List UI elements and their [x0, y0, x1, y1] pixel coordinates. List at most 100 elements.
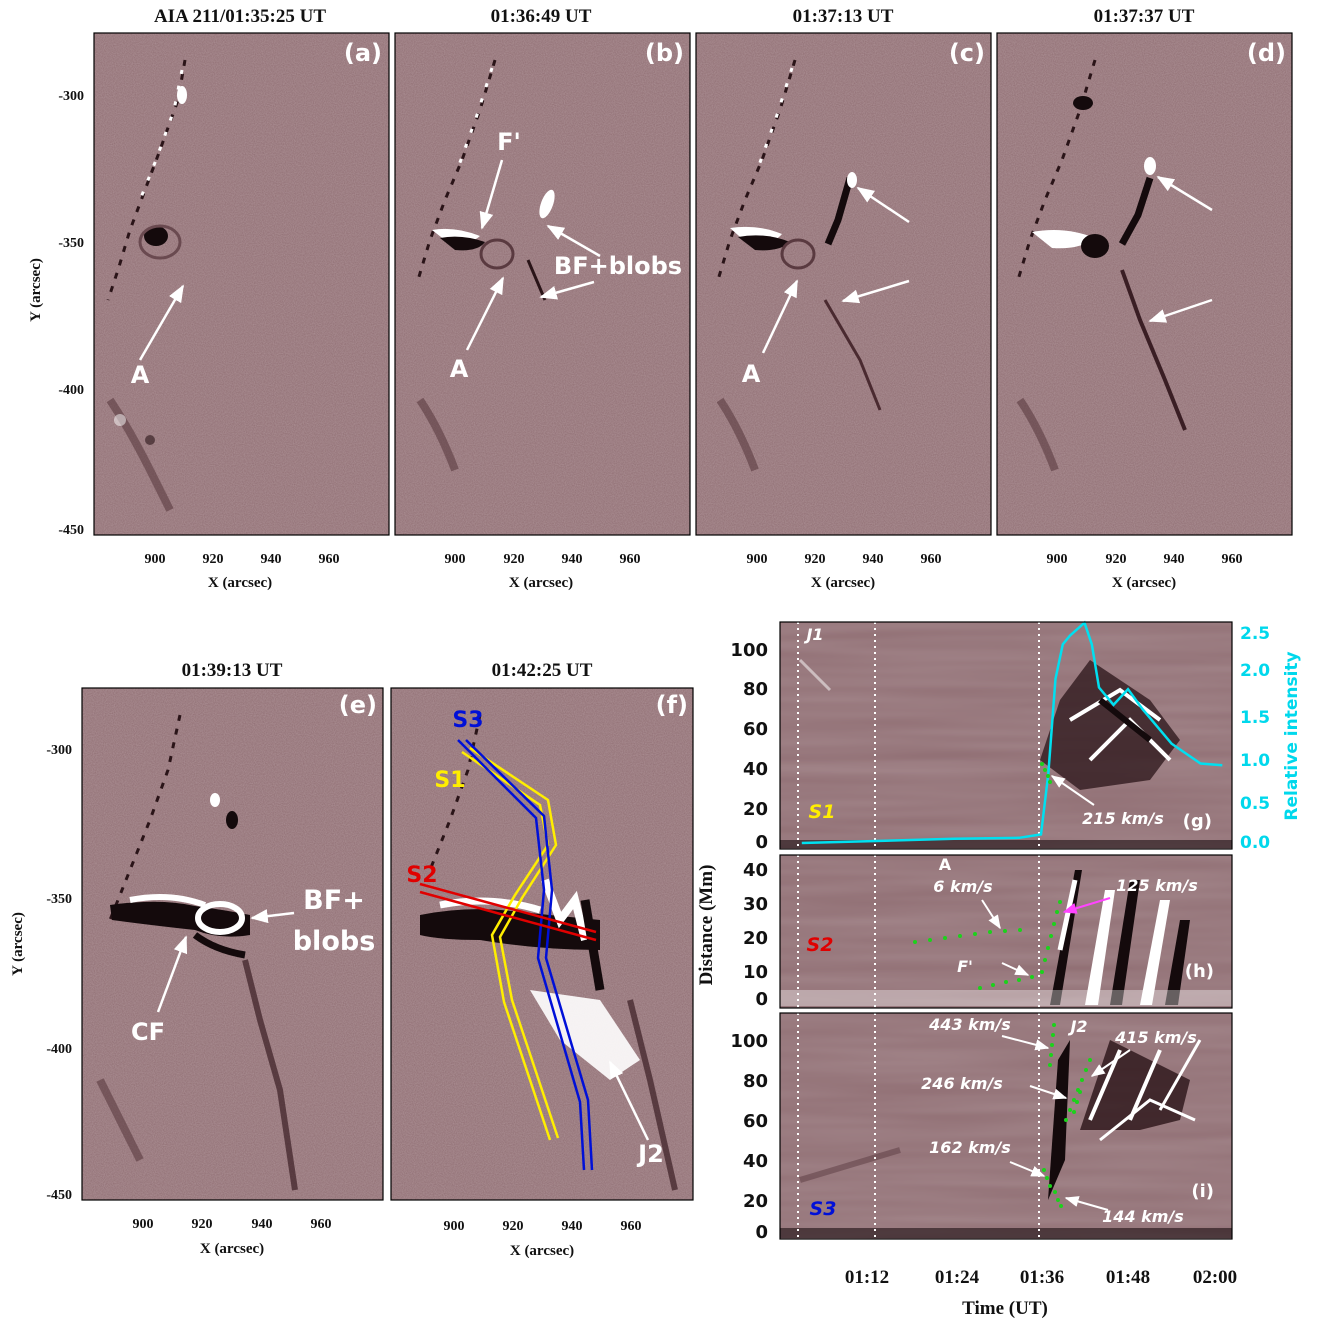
- panel-b-features: [416, 59, 555, 472]
- h-fit-dots: [913, 900, 1062, 990]
- panel-a-letter: (a): [344, 39, 382, 67]
- svg-text:100: 100: [730, 640, 768, 661]
- panel-h: A 6 km/s F' 125 km/s S2 (h) 40 30 20 10 …: [743, 854, 1233, 1010]
- svg-text:940: 940: [562, 1219, 583, 1234]
- panel-a-label-A: A: [131, 361, 150, 389]
- time-xtick-4: 02:00: [1193, 1267, 1237, 1288]
- svg-text:940: 940: [863, 552, 884, 567]
- panel-b-xlabel: X (arcsec): [509, 575, 573, 591]
- svg-text:900: 900: [1047, 552, 1068, 567]
- panel-i: 443 km/s J2 415 km/s 246 km/s 162 km/s 1…: [730, 1012, 1233, 1243]
- panel-f-label-S1: S1: [434, 768, 465, 793]
- panel-b-label-A: A: [450, 355, 469, 383]
- panel-g-features: [780, 658, 1232, 848]
- svg-text:900: 900: [444, 1219, 465, 1234]
- panel-f-letter: (f): [656, 691, 688, 719]
- time-xtick-3: 01:48: [1106, 1267, 1150, 1288]
- svg-text:960: 960: [620, 552, 641, 567]
- panel-b-letter: (b): [645, 39, 684, 67]
- svg-text:900: 900: [445, 552, 466, 567]
- svg-text:-400: -400: [58, 383, 84, 398]
- panel-a-ylabel: Y (arcsec): [28, 258, 44, 322]
- svg-text:960: 960: [311, 1217, 332, 1232]
- svg-text:60: 60: [743, 719, 768, 740]
- svg-text:-300: -300: [58, 89, 84, 104]
- i-speed-443: 443 km/s: [928, 1015, 1011, 1034]
- svg-text:940: 940: [562, 552, 583, 567]
- panel-f-features: [420, 714, 678, 1191]
- panel-b-label-F: F': [497, 128, 521, 156]
- panel-a: AIA 211/01:35:25 UT (a) A -300 -350 -400…: [28, 6, 390, 591]
- svg-text:10: 10: [743, 962, 768, 983]
- slit-s1: [461, 746, 560, 1141]
- panel-f-title: 01:42:25 UT: [492, 660, 593, 681]
- svg-text:920: 920: [503, 1219, 524, 1234]
- i-speed-162: 162 km/s: [929, 1138, 1011, 1157]
- panel-f-xlabel: X (arcsec): [510, 1243, 574, 1259]
- svg-text:100: 100: [730, 1031, 768, 1052]
- panel-e-ylabel: Y (arcsec): [10, 912, 26, 976]
- time-xtick-1: 01:24: [935, 1267, 980, 1288]
- g-speed-label: 215 km/s: [1082, 809, 1164, 828]
- svg-text:-300: -300: [46, 743, 72, 758]
- svg-text:1.0: 1.0: [1240, 751, 1270, 771]
- svg-text:40: 40: [743, 860, 768, 881]
- panel-c-features: [716, 59, 882, 472]
- svg-text:960: 960: [1222, 552, 1243, 567]
- svg-text:1.5: 1.5: [1240, 708, 1270, 728]
- panel-f-label-J2: J2: [636, 1140, 664, 1168]
- g-slit-label: S1: [809, 801, 836, 823]
- panel-e-xlabel: X (arcsec): [200, 1241, 264, 1257]
- panel-c: 01:37:13 UT (c) A 900 920 940 960 X (arc…: [695, 6, 992, 591]
- svg-text:20: 20: [743, 1191, 768, 1212]
- panel-g: 215 km/s J1 S1 (g) 100 80 60 40 20 0 2.5…: [730, 620, 1302, 853]
- svg-text:0.0: 0.0: [1240, 833, 1270, 853]
- panel-d-letter: (d): [1247, 39, 1286, 67]
- h-slit-label: S2: [807, 934, 834, 956]
- time-xlabel: Time (UT): [962, 1298, 1048, 1319]
- svg-text:-400: -400: [46, 1042, 72, 1057]
- panel-e: 01:39:13 UT (e) BF+ blobs CF -300 -350 -…: [10, 660, 384, 1257]
- svg-text:20: 20: [743, 928, 768, 949]
- panel-b-title: 01:36:49 UT: [491, 6, 592, 27]
- panel-c-title: 01:37:13 UT: [793, 6, 894, 27]
- svg-text:0: 0: [755, 1222, 768, 1243]
- g-letter: (g): [1183, 811, 1212, 832]
- panel-e-features: [96, 714, 298, 1191]
- svg-text:-450: -450: [46, 1188, 72, 1203]
- h-marker-A: A: [939, 855, 952, 874]
- svg-text:900: 900: [133, 1217, 154, 1232]
- svg-text:2.5: 2.5: [1240, 624, 1270, 644]
- svg-text:940: 940: [1164, 552, 1185, 567]
- panel-a-features: [106, 59, 187, 512]
- panel-i-features: [780, 1039, 1232, 1238]
- panel-c-xlabel: X (arcsec): [811, 575, 875, 591]
- svg-text:900: 900: [747, 552, 768, 567]
- i-speed-144: 144 km/s: [1102, 1207, 1184, 1226]
- panel-e-letter: (e): [339, 691, 377, 719]
- i-fit-dots: [1042, 1023, 1092, 1208]
- i-slit-label: S3: [810, 1198, 837, 1220]
- svg-text:920: 920: [1106, 552, 1127, 567]
- svg-text:960: 960: [921, 552, 942, 567]
- svg-text:20: 20: [743, 799, 768, 820]
- time-xtick-0: 01:12: [845, 1267, 889, 1288]
- panel-b: 01:36:49 UT (b) F' BF+blobs A 900 920 94…: [394, 6, 691, 591]
- time-xtick-2: 01:36: [1020, 1267, 1064, 1288]
- slit-s2: [419, 882, 597, 942]
- svg-text:920: 920: [805, 552, 826, 567]
- svg-text:940: 940: [261, 552, 282, 567]
- panel-e-label-BF2: blobs: [293, 926, 376, 957]
- svg-text:0.5: 0.5: [1240, 794, 1270, 814]
- svg-text:960: 960: [621, 1219, 642, 1234]
- panel-e-title: 01:39:13 UT: [182, 660, 283, 681]
- svg-text:920: 920: [504, 552, 525, 567]
- intensity-curve: [801, 620, 1223, 845]
- i-speed-246: 246 km/s: [921, 1074, 1003, 1093]
- panel-d-xlabel: X (arcsec): [1112, 575, 1176, 591]
- panel-d-title: 01:37:37 UT: [1094, 6, 1195, 27]
- h-marker-F: F': [957, 957, 973, 976]
- y2-label: Relative intensity: [1282, 651, 1302, 820]
- panel-d: 01:37:37 UT (d) 900 920 940 960 X (arcse…: [996, 6, 1293, 591]
